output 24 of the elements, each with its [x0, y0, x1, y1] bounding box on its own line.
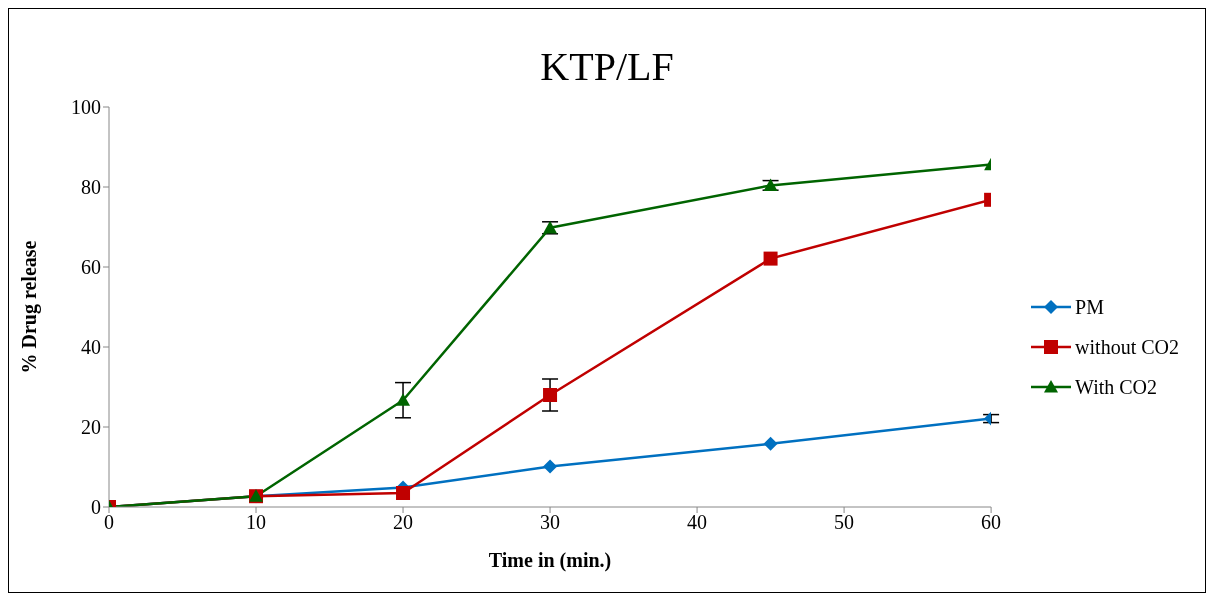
- point: [763, 436, 778, 451]
- legend-label: With CO2: [1075, 375, 1158, 400]
- x-tick-label: 30: [540, 511, 561, 534]
- point: [543, 388, 558, 402]
- y-tick-label: 60: [81, 256, 101, 279]
- y-tick-label: 0: [91, 496, 101, 519]
- y-tick-label: 40: [81, 336, 101, 359]
- y-tick-label: 80: [81, 176, 101, 199]
- x-tick-label: 10: [246, 511, 267, 534]
- chart-title: KTP/LF: [539, 43, 675, 91]
- point: [396, 393, 411, 406]
- x-tick-label: 40: [687, 511, 708, 534]
- point: [763, 251, 778, 266]
- y-tick-label: 20: [81, 416, 101, 439]
- y-tick-label: 100: [71, 96, 101, 119]
- x-tick-label: 50: [834, 511, 855, 534]
- legend-label: PM: [1075, 295, 1104, 320]
- x-tick-label: 60: [981, 511, 1002, 534]
- point: [543, 459, 558, 474]
- y-axis-title: % Drug release: [18, 240, 42, 374]
- x-axis-title: Time in (min.): [488, 549, 612, 572]
- point: [396, 486, 411, 500]
- x-tick-label: 20: [393, 511, 414, 534]
- legend-label: without CO2: [1075, 335, 1179, 360]
